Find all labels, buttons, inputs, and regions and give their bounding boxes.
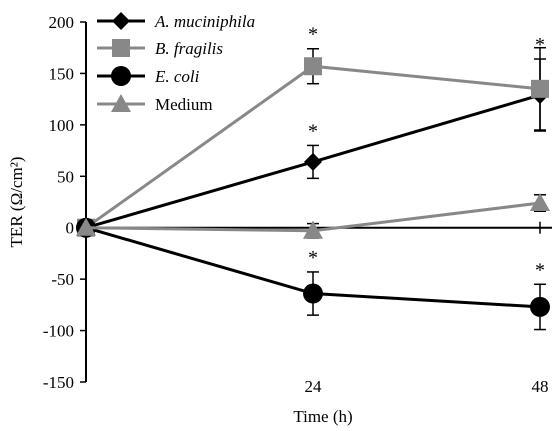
legend-marker — [112, 39, 130, 57]
x-tick-label: 48 — [532, 377, 549, 396]
legend-marker — [111, 94, 131, 112]
y-tick-label: -50 — [51, 270, 74, 289]
data-point — [303, 220, 323, 239]
significance-star: * — [308, 24, 318, 46]
y-axis-title: TER (Ω/cm²) — [7, 157, 26, 248]
y-tick-label: 200 — [49, 13, 75, 32]
legend: A. muciniphila B. fragilis E. coli Medium — [97, 12, 255, 114]
series-layer: ***** — [76, 24, 550, 331]
legend-label: A. muciniphila — [154, 12, 255, 31]
y-tick-label: 100 — [49, 116, 75, 135]
legend-entry: A. muciniphila — [97, 12, 255, 31]
data-point — [530, 193, 550, 212]
legend-entry: E. coli — [97, 66, 200, 86]
y-tick-label: 0 — [66, 219, 75, 238]
significance-star: * — [308, 120, 318, 142]
legend-entry: B. fragilis — [97, 39, 223, 58]
x-axis-title: Time (h) — [293, 407, 352, 426]
series-triangle — [76, 193, 550, 239]
y-tick-label: -150 — [43, 373, 74, 392]
data-point — [531, 79, 549, 98]
legend-label: E. coli — [154, 67, 200, 86]
legend-marker — [111, 66, 131, 86]
data-point — [304, 57, 322, 76]
significance-star: * — [535, 259, 545, 281]
data-point — [76, 217, 96, 236]
legend-label: B. fragilis — [155, 39, 223, 58]
y-tick-label: 50 — [57, 167, 74, 186]
series-circle: ** — [76, 217, 550, 331]
legend-label: Medium — [155, 95, 213, 114]
y-tick-label: -100 — [43, 322, 74, 341]
y-tick-labels: 200 150 100 50 0 -50 -100 -150 — [43, 13, 74, 392]
significance-star: * — [535, 34, 545, 56]
data-point — [304, 152, 322, 171]
data-point — [303, 283, 323, 304]
x-tick-label: 24 — [305, 377, 323, 396]
legend-entry: Medium — [97, 94, 213, 114]
axes-group — [80, 21, 552, 383]
significance-star: * — [308, 247, 318, 269]
legend-marker — [112, 12, 130, 30]
data-point — [530, 296, 550, 317]
x-tick-labels: 24 48 — [305, 377, 549, 396]
y-tick-label: 150 — [49, 64, 75, 83]
